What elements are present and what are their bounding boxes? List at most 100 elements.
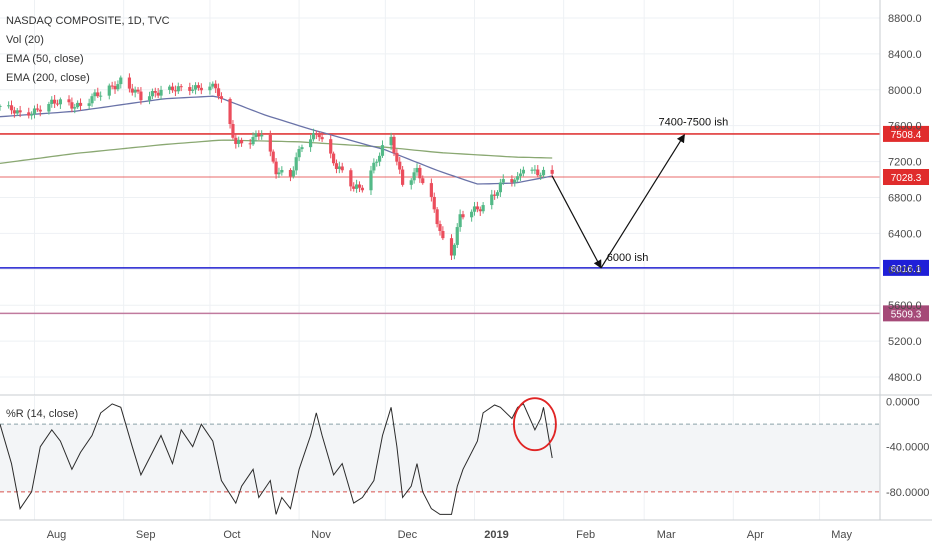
candle-body-14 [55, 103, 60, 105]
price-tick-8: 5600.0 [888, 300, 922, 312]
candle-body-115 [461, 214, 465, 218]
candle-body-106 [429, 183, 433, 197]
candle-body-51 [208, 86, 212, 91]
candle-body-125 [501, 179, 505, 183]
candle-body-45 [179, 86, 183, 88]
price-tick-9: 5200.0 [888, 336, 922, 348]
candle-body-109 [438, 224, 442, 231]
candle-body-122 [493, 194, 497, 196]
level-tag-bg-7028.3 [883, 169, 929, 186]
candle-body-61 [248, 143, 252, 145]
candle-body-40 [159, 89, 163, 96]
candle-body-112 [452, 244, 456, 256]
candle-body-57 [231, 124, 235, 138]
candle-body-55 [219, 96, 224, 100]
candle-body-34 [136, 89, 140, 92]
candle-body-134 [539, 175, 543, 177]
indicator-volume[interactable]: Vol (20) [6, 34, 44, 46]
time-tick-6: Feb [576, 529, 595, 541]
candle-body-44 [176, 86, 180, 92]
candle-body-26 [107, 85, 111, 96]
candle-body-56 [228, 99, 232, 125]
williams-r-label[interactable]: %R (14, close) [6, 408, 78, 420]
candle-body-127 [513, 179, 517, 183]
candle-body-82 [331, 153, 336, 164]
candle-body-71 [288, 169, 293, 177]
candle-body-129 [518, 173, 523, 177]
candle-body-85 [340, 166, 344, 171]
candle-body-77 [311, 133, 316, 140]
candle-body-4 [15, 110, 19, 114]
candle-body-0 [0, 105, 2, 107]
candle-body-105 [421, 178, 425, 184]
candle-body-104 [418, 167, 422, 179]
candle-body-88 [355, 184, 359, 189]
candle-body-114 [458, 214, 462, 228]
candle-body-118 [475, 206, 479, 210]
candle-body-22 [90, 96, 94, 104]
candle-body-80 [320, 137, 324, 140]
candle-body-68 [274, 161, 278, 175]
price-tick-7: 6000.0 [888, 264, 922, 276]
candle-body-117 [472, 206, 477, 212]
candle-body-30 [119, 77, 123, 85]
level-tag-5509.3: 5509.3 [891, 309, 922, 320]
price-tick-6: 6400.0 [888, 228, 922, 240]
candle-body-59 [237, 140, 241, 144]
candle-body-27 [110, 85, 114, 87]
time-tick-3: Nov [311, 529, 331, 541]
candle-body-76 [308, 139, 313, 148]
candle-body-87 [352, 186, 356, 189]
candle-body-132 [533, 169, 537, 171]
candle-body-74 [297, 149, 301, 158]
candle-body-133 [536, 169, 540, 176]
candle-body-39 [156, 92, 160, 96]
candle-body-35 [139, 91, 143, 101]
ema-50-line [0, 95, 553, 185]
candle-body-72 [291, 170, 295, 177]
wr-line [0, 403, 553, 515]
candle-body-110 [441, 230, 445, 239]
level-tag-7028.3: 7028.3 [891, 173, 922, 184]
candle-body-96 [389, 136, 393, 146]
candle-body-60 [239, 140, 244, 144]
candle-body-84 [337, 166, 341, 169]
candle-body-19 [76, 102, 80, 108]
highlight-circle [513, 397, 557, 452]
time-tick-9: May [831, 529, 852, 541]
candle-body-37 [150, 91, 155, 97]
candle-body-12 [50, 99, 54, 104]
candle-body-86 [349, 170, 353, 187]
candle-body-124 [498, 182, 502, 193]
indicator-ema-200[interactable]: EMA (200, close) [6, 72, 90, 84]
projection-arrows[interactable] [551, 133, 685, 269]
candle-body-81 [329, 139, 333, 154]
candle-body-119 [478, 209, 482, 212]
candle-body-33 [133, 89, 137, 93]
candle-body-102 [412, 172, 416, 181]
horizontal-levels[interactable]: 7508.4 7028.3 6016.1 5509.3 [0, 125, 929, 322]
candle-body-67 [271, 151, 275, 162]
candle-body-135 [541, 169, 546, 176]
williams-r-pane [0, 397, 880, 515]
time-tick-0: Aug [47, 529, 67, 541]
candle-body-20 [78, 102, 83, 106]
wr-tick-0: 0.0000 [886, 397, 920, 409]
price-tick-2: 8000.0 [888, 85, 922, 97]
candle-body-58 [234, 137, 238, 144]
candle-body-5 [18, 110, 22, 113]
candle-body-70 [280, 169, 284, 173]
candle-body-46 [188, 87, 192, 91]
candle-body-65 [260, 134, 264, 137]
indicator-ema-50[interactable]: EMA (50, close) [6, 53, 84, 65]
candle-body-107 [432, 196, 436, 210]
target-annotation: 7400-7500 ish [659, 117, 729, 129]
ema-50-path [0, 95, 553, 185]
candle-body-13 [53, 99, 57, 104]
candle-body-101 [409, 180, 413, 185]
candle-body-99 [398, 161, 402, 170]
candle-body-75 [300, 147, 304, 150]
time-tick-5: 2019 [484, 529, 508, 541]
candle-body-28 [113, 86, 117, 90]
